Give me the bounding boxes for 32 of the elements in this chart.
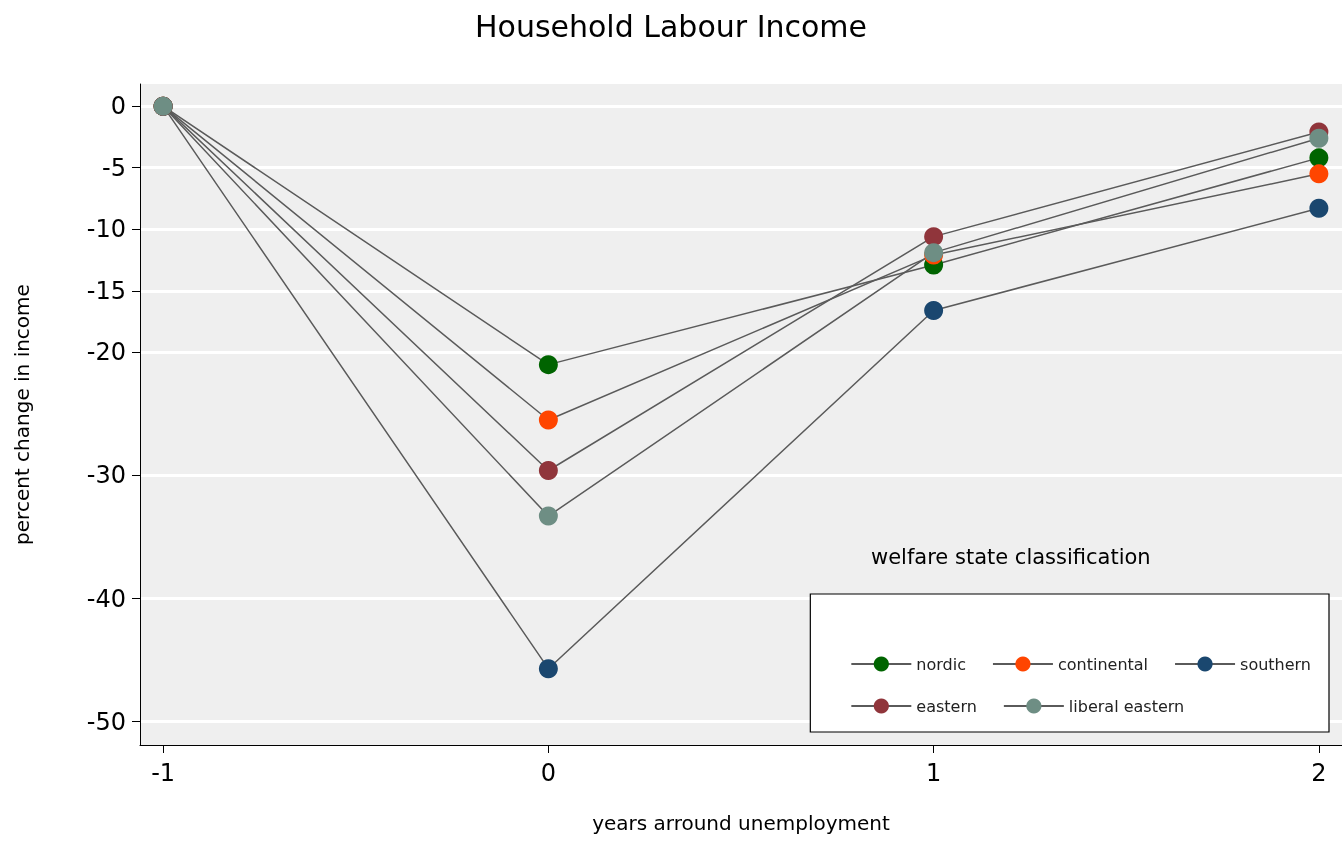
x-tick-label: 0 <box>540 759 557 787</box>
point <box>924 300 944 320</box>
point <box>1309 198 1329 218</box>
point <box>1309 128 1329 148</box>
x-tick-label: 2 <box>1311 759 1327 787</box>
point <box>538 659 558 679</box>
y-tick-label: -20 <box>86 338 126 367</box>
point <box>538 461 558 480</box>
y-tick-label: -10 <box>86 215 126 244</box>
point <box>1309 148 1329 168</box>
y-tick-label: -40 <box>86 584 126 613</box>
point <box>538 355 558 375</box>
legend-label: liberal eastern <box>1068 696 1185 716</box>
legend-label: eastern <box>916 696 977 716</box>
y-tick-label: -5 <box>102 153 126 182</box>
x-tick-label: -1 <box>151 759 176 787</box>
legend-label: nordic <box>916 654 966 674</box>
point <box>538 410 558 430</box>
point <box>1309 164 1329 184</box>
y-tick-label: -30 <box>86 461 126 490</box>
y-tick-label: -15 <box>86 276 126 305</box>
point <box>924 227 944 247</box>
point <box>538 506 558 526</box>
y-tick-label: 0 <box>110 92 126 121</box>
y-tick-label: -50 <box>86 707 126 736</box>
x-tick-label: 1 <box>925 759 942 787</box>
chart-title: Household Labour Income <box>474 8 868 44</box>
legend-title: welfare state classification <box>871 544 1151 569</box>
legend-label: continental <box>1057 654 1149 674</box>
legend-label: southern <box>1240 654 1312 674</box>
y-axis-title: percent change in income <box>10 284 34 545</box>
x-axis-title: years arround unemployment <box>592 811 891 835</box>
